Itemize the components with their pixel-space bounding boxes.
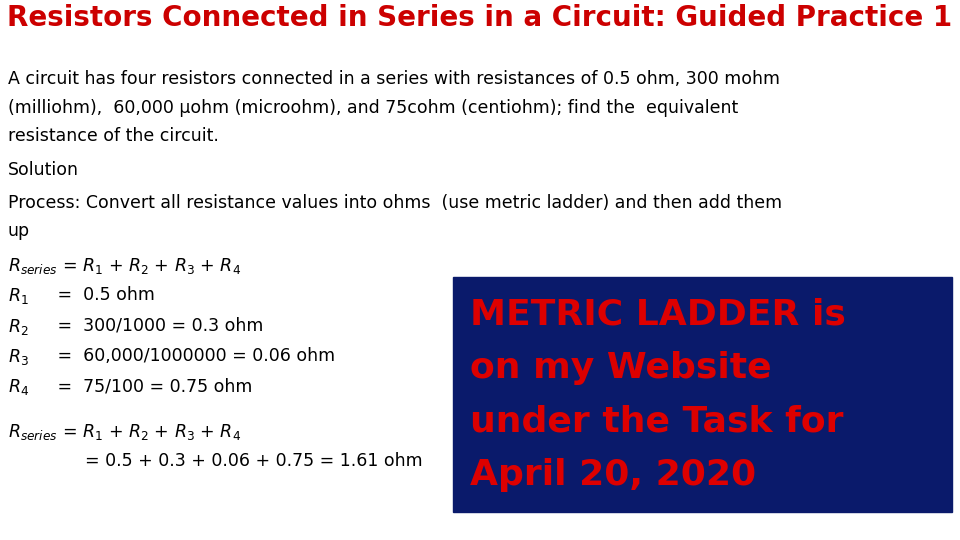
Text: = 0.5 + 0.3 + 0.06 + 0.75 = 1.61 ohm: = 0.5 + 0.3 + 0.06 + 0.75 = 1.61 ohm (41, 452, 423, 470)
Text: $R_{series}$ = $R_1$ + $R_2$ + $R_3$ + $R_4$: $R_{series}$ = $R_1$ + $R_2$ + $R_3$ + $… (8, 422, 241, 442)
FancyBboxPatch shape (453, 278, 952, 512)
Text: under the Task for: under the Task for (470, 404, 844, 438)
Text: $R_4$: $R_4$ (8, 377, 29, 397)
Text: $R_3$: $R_3$ (8, 347, 29, 367)
Text: up: up (8, 222, 30, 240)
Text: =  300/1000 = 0.3 ohm: = 300/1000 = 0.3 ohm (41, 316, 264, 335)
Text: $R_2$: $R_2$ (8, 316, 28, 336)
Text: =  60,000/1000000 = 0.06 ohm: = 60,000/1000000 = 0.06 ohm (41, 347, 335, 365)
Text: Solution: Solution (8, 161, 79, 179)
Text: =  75/100 = 0.75 ohm: = 75/100 = 0.75 ohm (41, 377, 252, 395)
Text: on my Website: on my Website (470, 351, 772, 385)
Text: Process: Convert all resistance values into ohms  (use metric ladder) and then a: Process: Convert all resistance values i… (8, 194, 781, 212)
Text: A circuit has four resistors connected in a series with resistances of 0.5 ohm, : A circuit has four resistors connected i… (8, 70, 780, 89)
Text: Resistors Connected in Series in a Circuit: Guided Practice 1: Resistors Connected in Series in a Circu… (8, 4, 952, 31)
Text: $R_{series}$ = $R_1$ + $R_2$ + $R_3$ + $R_4$: $R_{series}$ = $R_1$ + $R_2$ + $R_3$ + $… (8, 256, 241, 276)
Text: $R_1$: $R_1$ (8, 286, 29, 306)
Text: =  0.5 ohm: = 0.5 ohm (41, 286, 156, 305)
Text: April 20, 2020: April 20, 2020 (470, 458, 756, 492)
Text: METRIC LADDER is: METRIC LADDER is (470, 298, 847, 332)
Text: (milliohm),  60,000 μohm (microohm), and 75cohm (centiohm); find the  equivalent: (milliohm), 60,000 μohm (microohm), and … (8, 99, 738, 117)
Text: resistance of the circuit.: resistance of the circuit. (8, 127, 219, 145)
